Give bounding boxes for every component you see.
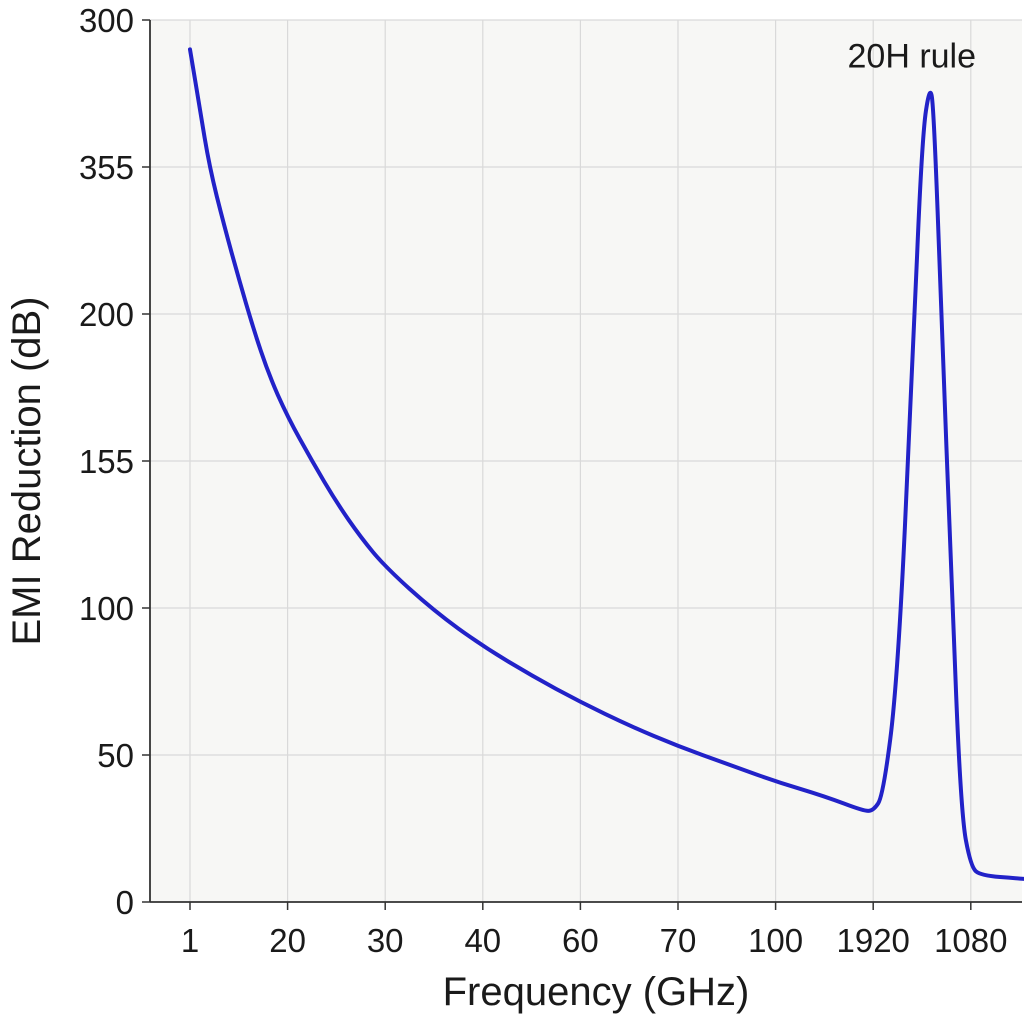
y-tick-label: 200 — [79, 296, 134, 333]
x-tick-label: 70 — [660, 922, 697, 959]
series-line — [188, 47, 1024, 881]
y-tick-label: 0 — [116, 884, 134, 921]
x-tick-label: 1920 — [836, 922, 909, 959]
y-tick-label: 155 — [79, 443, 134, 480]
y-tick-label: 300 — [79, 2, 134, 39]
x-tick-label: 30 — [367, 922, 404, 959]
x-axis-label: Frequency (GHz) — [443, 970, 750, 1014]
x-tick-label: 40 — [464, 922, 501, 959]
annotation-20h-rule: 20H rule — [848, 37, 977, 75]
y-tick-label: 355 — [79, 149, 134, 186]
x-tick-label: 60 — [562, 922, 599, 959]
x-tick-label: 100 — [748, 922, 803, 959]
x-tick-label: 1080 — [934, 922, 1007, 959]
x-tick-label: 20 — [269, 922, 306, 959]
x-tick-label: 1 — [181, 922, 199, 959]
y-tick-label: 50 — [97, 737, 134, 774]
y-tick-label: 100 — [79, 590, 134, 627]
y-axis-label: EMI Reduction (dB) — [5, 296, 49, 645]
